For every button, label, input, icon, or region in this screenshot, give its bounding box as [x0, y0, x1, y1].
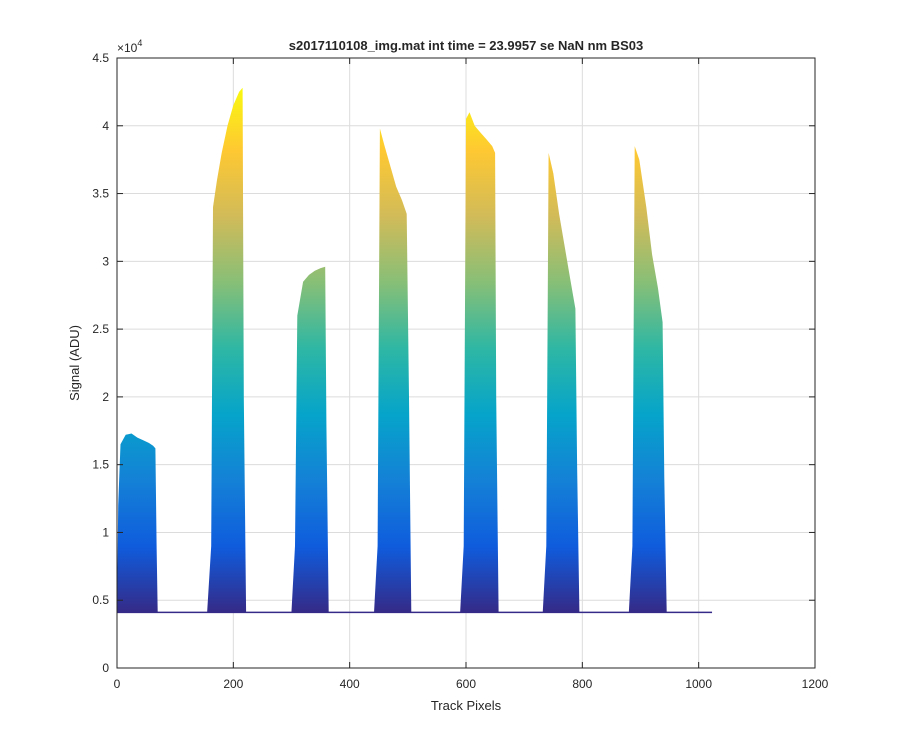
y-exponent-power: 4: [137, 38, 142, 48]
signal-peak-3: [291, 266, 329, 613]
y-tick-label: 4: [102, 119, 109, 133]
x-tick-label: 200: [223, 677, 243, 691]
signal-peak-2: [207, 87, 247, 613]
x-axis-label: Track Pixels: [431, 698, 502, 713]
y-tick-label: 0.5: [92, 593, 109, 607]
y-exponent-label: ×104: [117, 38, 142, 55]
y-exponent-base: ×10: [117, 41, 138, 55]
y-tick-label: 1.5: [92, 458, 109, 472]
signal-peak-5: [460, 112, 499, 613]
x-tick-label: 1200: [802, 677, 829, 691]
signal-peak-4: [374, 128, 412, 613]
x-tick-label: 0: [114, 677, 121, 691]
x-tick-label: 800: [572, 677, 592, 691]
y-tick-label: 3: [102, 254, 109, 268]
signal-area-series: [117, 87, 667, 613]
chart-title: s2017110108_img.mat int time = 23.9957 s…: [289, 38, 643, 53]
y-axis-label: Signal (ADU): [67, 325, 82, 401]
x-tick-label: 600: [456, 677, 476, 691]
x-tick-label: 1000: [685, 677, 712, 691]
signal-peak-1: [117, 433, 158, 613]
signal-peak-7: [628, 146, 667, 613]
signal-peak-6: [542, 152, 580, 613]
y-tick-label: 0: [102, 661, 109, 675]
y-tick-label: 3.5: [92, 187, 109, 201]
y-tick-label: 1: [102, 525, 109, 539]
y-tick-label: 2.5: [92, 322, 109, 336]
axis-ticks: 0 200 400 600 800 1000 1200 0 0.5 1 1.5 2 2.5 3 3.5 4 4.…: [92, 51, 828, 691]
x-tick-label: 400: [340, 677, 360, 691]
y-tick-label: 4.5: [92, 51, 109, 65]
y-tick-label: 2: [102, 390, 109, 404]
